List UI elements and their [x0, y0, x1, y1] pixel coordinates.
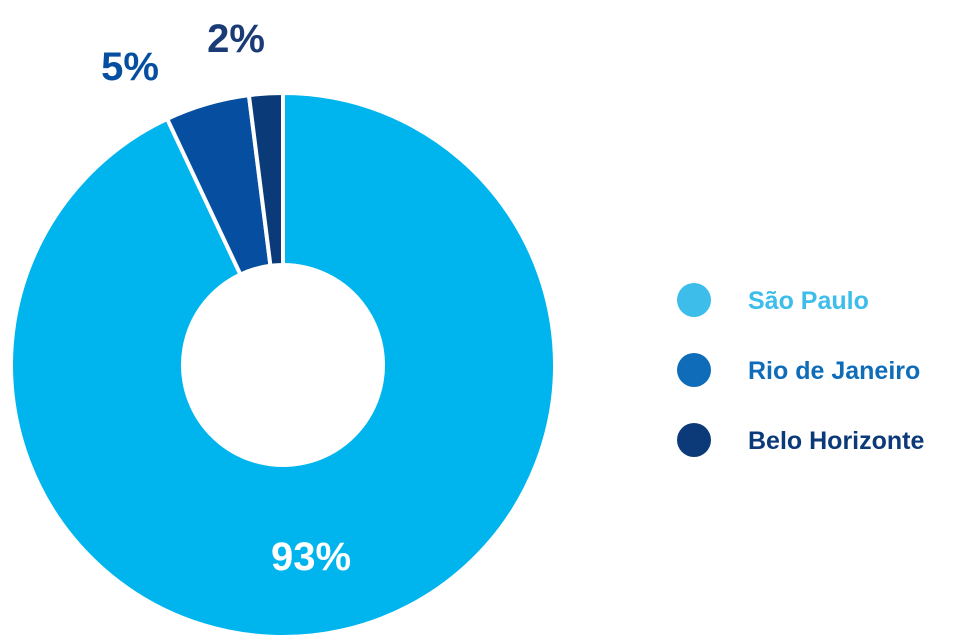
slice-belo-horizonte: [246, 90, 285, 269]
donut-slices: [9, 90, 557, 638]
legend-marker-rio-de-janeiro: [677, 353, 711, 387]
legend-label-sao-paulo: São Paulo: [748, 287, 869, 315]
legend-marker-belo-horizonte: [677, 423, 711, 457]
slice-sao-paulo: [9, 90, 557, 638]
data-labels: 93% 5% 2%: [101, 17, 351, 579]
data-label-rio-de-janeiro: 5%: [101, 45, 159, 89]
data-label-belo-horizonte: 2%: [207, 17, 265, 61]
data-label-sao-paulo: 93%: [271, 535, 351, 579]
legend-label-rio-de-janeiro: Rio de Janeiro: [748, 357, 920, 385]
legend: São Paulo Rio de Janeiro Belo Horizonte: [677, 283, 924, 457]
legend-label-belo-horizonte: Belo Horizonte: [748, 427, 924, 455]
legend-marker-sao-paulo: [677, 283, 711, 317]
